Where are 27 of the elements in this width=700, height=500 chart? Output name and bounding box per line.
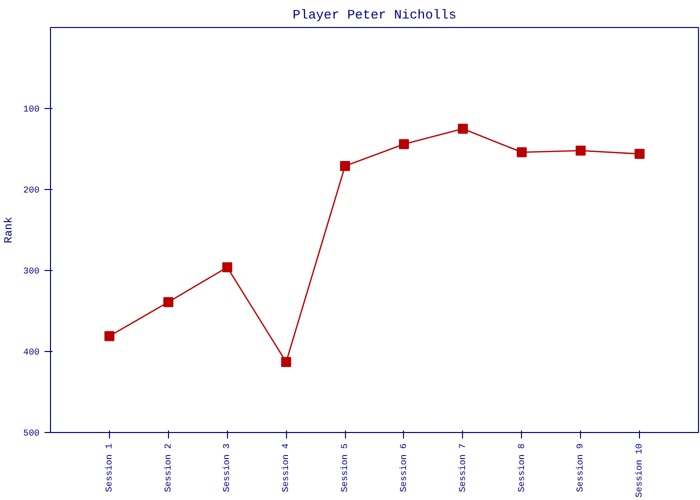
chart-title: Player Peter Nicholls (292, 8, 456, 22)
point (163, 297, 174, 308)
y-tick-label: 300 (23, 266, 40, 276)
x-tick-label: Session 9 (576, 444, 586, 492)
x-tick-label: Session 5 (340, 444, 350, 492)
x-tick-label: Session 10 (634, 443, 645, 498)
y-tick-label: 400 (23, 348, 40, 358)
y-tick-label: 500 (23, 428, 40, 438)
point (398, 139, 409, 150)
point (576, 146, 586, 156)
y-tick-label: 200 (23, 186, 40, 196)
x-tick-label: Session 1 (104, 444, 114, 492)
point (340, 161, 350, 172)
point (222, 262, 232, 272)
y-axis-title: Rank (3, 216, 16, 244)
point (104, 331, 114, 342)
x-tick-label: Session 8 (516, 444, 527, 492)
point (634, 148, 645, 159)
x-tick-label: Session 6 (398, 444, 409, 492)
x-tick-label: Session 4 (281, 444, 292, 492)
x-tick-label: Session 3 (222, 444, 232, 492)
point (281, 357, 292, 368)
x-tick-label: Session 2 (163, 444, 174, 492)
y-tick-label: 100 (23, 104, 40, 114)
point (458, 124, 468, 134)
point (516, 147, 527, 158)
x-tick-label: Session 7 (458, 444, 468, 492)
